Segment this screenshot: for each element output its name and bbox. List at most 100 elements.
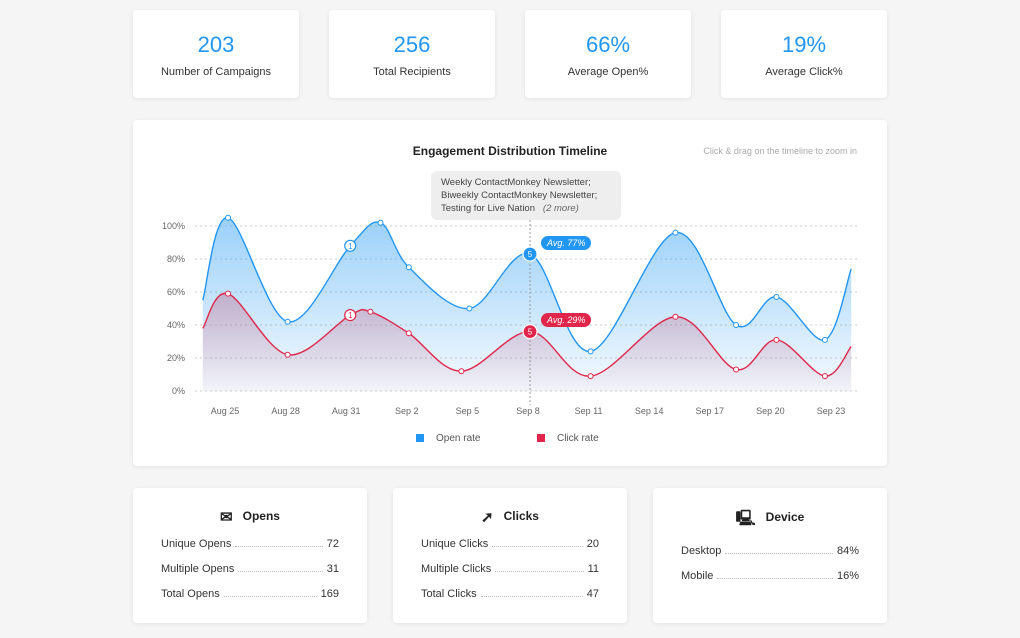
data-point (284, 351, 291, 358)
data-point (733, 322, 740, 328)
event-marker (344, 309, 357, 322)
avg-open-badge: Avg. 77% (541, 236, 592, 250)
card-title: Clicks (503, 509, 539, 523)
engagement-chart-card: Engagement Distribution Timeline Click &… (133, 120, 887, 466)
data-point (821, 373, 828, 380)
legend-swatch-click (537, 434, 545, 442)
stat-row: Unique Clicks 20 (421, 538, 599, 563)
stat-label: Total Opens (161, 588, 220, 600)
kpi-label: Average Open% (567, 66, 649, 78)
opens-card: ✉ Opens Unique Opens 72 Multiple Opens 31 T… (133, 488, 367, 623)
x-tick-label: Aug 25 (211, 406, 240, 416)
data-point (225, 214, 232, 221)
x-tick-label: Sep 20 (756, 406, 785, 416)
x-tick-label: Aug 28 (271, 406, 300, 416)
kpi-value: 203 (197, 32, 235, 57)
stat-label: Multiple Opens (161, 563, 235, 575)
kpi-label: Average Click% (765, 66, 843, 78)
event-marker-label: 5 (528, 250, 533, 259)
data-point (466, 305, 473, 312)
x-tick-label: Sep 17 (696, 406, 725, 416)
kpi-value: 19% (781, 32, 827, 57)
data-point (672, 313, 679, 320)
stat-label: Unique Opens (161, 538, 232, 550)
event-marker-label: 1 (348, 242, 353, 251)
stat-label: Desktop (681, 545, 722, 557)
stat-label: Total Clicks (421, 588, 477, 600)
devices-icon: 🖳 (735, 510, 756, 527)
y-tick-label: 40% (167, 320, 185, 330)
chart-tooltip: Weekly ContactMonkey Newsletter; Biweekl… (431, 171, 621, 220)
stat-value: 84% (836, 545, 859, 557)
x-tick-label: Sep 5 (456, 406, 480, 416)
event-marker (344, 239, 357, 252)
y-tick-label: 80% (167, 254, 185, 264)
x-tick-label: Sep 8 (516, 406, 540, 416)
tooltip-line: Testing for Live Nation (441, 203, 535, 214)
kpi-campaigns: 203 Number of Campaigns (133, 10, 299, 98)
stat-label: Mobile (681, 570, 714, 582)
tooltip-line: Biweekly ContactMonkey Newsletter; (441, 190, 598, 201)
legend-open[interactable]: Open rate (416, 433, 480, 444)
stat-label: Unique Clicks (421, 538, 489, 550)
stat-value: 31 (326, 563, 339, 575)
tooltip-more: (2 more) (542, 203, 579, 214)
data-point (458, 368, 465, 375)
legend-swatch-open (416, 434, 424, 442)
kpi-label: Total Recipients (373, 66, 451, 78)
series-line-click (202, 292, 852, 377)
stat-row: Total Opens 169 (161, 588, 339, 613)
avg-click-badge: Avg. 29% (541, 313, 592, 327)
series-area-click (202, 293, 852, 391)
zoom-hint: Click & drag on the timeline to zoom in (703, 146, 857, 156)
stat-value: 47 (586, 588, 599, 600)
x-tick-label: Sep 23 (817, 406, 846, 416)
x-tick-label: Sep 11 (575, 406, 603, 416)
y-tick-label: 20% (167, 353, 185, 363)
cursor-click-icon: ➚ (481, 509, 494, 526)
stat-row: Mobile 16% (681, 570, 859, 595)
stat-value: 16% (836, 570, 859, 582)
event-marker-label: 5 (528, 328, 533, 337)
kpi-click: 19% Average Click% (721, 10, 887, 98)
data-point (377, 219, 384, 226)
kpi-value: 66% (585, 32, 631, 57)
data-point (405, 330, 412, 337)
stat-value: 20 (586, 538, 599, 550)
card-title: Opens (242, 509, 280, 523)
chart-title: Engagement Distribution Timeline (412, 144, 608, 158)
stat-value: 72 (326, 538, 339, 550)
data-point (587, 373, 594, 380)
stat-value: 11 (587, 563, 599, 575)
stat-label: Multiple Clicks (421, 563, 492, 575)
data-point (367, 308, 374, 315)
card-title: Device (765, 510, 805, 524)
device-card: 🖳 Device Desktop 84% Mobile 16% (653, 488, 887, 623)
data-point (672, 229, 679, 236)
tooltip-line: Weekly ContactMonkey Newsletter; (441, 177, 591, 188)
legend-label: Open rate (436, 433, 481, 444)
event-marker-label: 1 (348, 311, 353, 320)
data-point (587, 348, 594, 355)
chart-plot[interactable]: 0% 20% 40% 60% 80% 100% Aug 25 Aug 28 Aug 31 Sep … (133, 120, 887, 430)
legend-label: Click rate (557, 433, 599, 444)
x-tick-label: Aug 31 (332, 406, 361, 416)
stat-row: Desktop 84% (681, 545, 859, 570)
stat-value: 169 (320, 588, 339, 600)
stat-row: Multiple Clicks 11 (421, 563, 599, 588)
x-tick-label: Sep 2 (395, 406, 419, 416)
legend-click[interactable]: Click rate (537, 433, 599, 444)
stat-row: Unique Opens 72 (161, 538, 339, 563)
data-point (405, 264, 412, 271)
stat-row: Total Clicks 47 (421, 588, 599, 613)
data-point (773, 336, 780, 343)
event-marker (522, 324, 538, 340)
y-tick-label: 0% (172, 386, 185, 396)
y-tick-label: 60% (167, 287, 185, 297)
data-point (821, 336, 828, 343)
x-tick-label: Sep 14 (635, 406, 664, 416)
data-point (225, 290, 232, 297)
kpi-open: 66% Average Open% (525, 10, 691, 98)
data-point (733, 366, 740, 373)
data-point (284, 318, 291, 325)
